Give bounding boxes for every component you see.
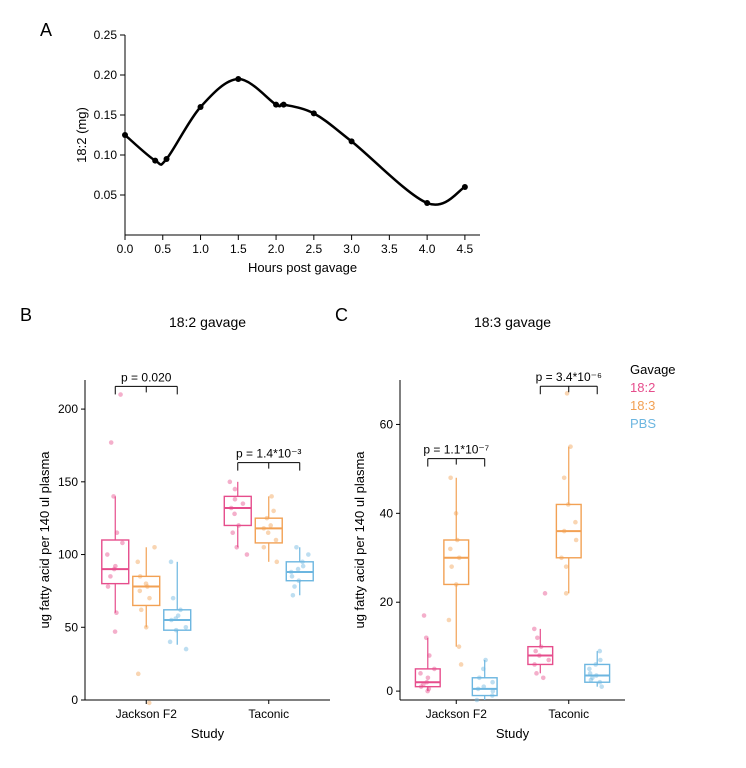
svg-text:ug fatty acid per 140 ul plasm: ug fatty acid per 140 ul plasma	[352, 451, 367, 629]
svg-text:50: 50	[65, 620, 79, 634]
svg-text:4.5: 4.5	[457, 242, 474, 256]
svg-text:18:2 gavage: 18:2 gavage	[169, 314, 246, 330]
svg-text:0.25: 0.25	[94, 28, 118, 42]
svg-text:p = 1.1*10⁻⁷: p = 1.1*10⁻⁷	[423, 443, 489, 457]
gavage-legend: Gavage 18:2 18:3 PBS	[630, 360, 730, 460]
svg-text:Taconic: Taconic	[548, 707, 589, 721]
panel-c-label: C	[335, 305, 348, 326]
svg-text:Study: Study	[496, 726, 530, 741]
svg-text:200: 200	[58, 402, 78, 416]
svg-text:Hours post gavage: Hours post gavage	[248, 260, 357, 275]
svg-text:Study: Study	[191, 726, 225, 741]
svg-text:3.5: 3.5	[381, 242, 398, 256]
svg-text:p = 1.4*10⁻³: p = 1.4*10⁻³	[236, 447, 301, 461]
panel-c-chart: 18:3 gavage 0 20 40 60 Jackson F2 p = 1.1*10⁻⁷…	[350, 310, 630, 750]
svg-text:3.0: 3.0	[343, 242, 360, 256]
panel-b-chart: 18:2 gavage 0 50 100 150 200 Jackson F2 p = 0.0…	[35, 310, 335, 750]
svg-text:Taconic: Taconic	[248, 707, 289, 721]
panel-a-chart: 0.05 0.10 0.15 0.20 0.25 0.0 0.5 1.0 1.5 2.0 2.5 3.…	[70, 20, 490, 280]
svg-text:18:2 (mg): 18:2 (mg)	[74, 107, 89, 163]
svg-text:4.0: 4.0	[419, 242, 436, 256]
svg-text:40: 40	[380, 506, 394, 520]
svg-text:2.0: 2.0	[268, 242, 285, 256]
svg-text:0.15: 0.15	[94, 108, 118, 122]
svg-text:0.05: 0.05	[94, 188, 118, 202]
panel-a-label: A	[40, 20, 52, 41]
svg-text:100: 100	[58, 548, 78, 562]
svg-text:1.0: 1.0	[192, 242, 209, 256]
svg-text:0.10: 0.10	[94, 148, 118, 162]
svg-text:0: 0	[386, 684, 393, 698]
svg-text:Jackson F2: Jackson F2	[116, 707, 178, 721]
figure-container: A 0.05 0.10 0.15 0.20 0.25 0.0 0.5 1.0 1.5 2.0 2.5…	[20, 20, 726, 748]
svg-text:18:3: 18:3	[630, 398, 655, 413]
svg-text:ug fatty acid per 140 ul plasm: ug fatty acid per 140 ul plasma	[37, 451, 52, 629]
svg-text:1.5: 1.5	[230, 242, 247, 256]
svg-text:0: 0	[71, 693, 78, 707]
svg-text:18:2: 18:2	[630, 380, 655, 395]
svg-text:0.0: 0.0	[117, 242, 134, 256]
svg-text:Gavage: Gavage	[630, 362, 676, 377]
svg-text:60: 60	[380, 417, 394, 431]
svg-text:p = 3.4*10⁻⁶: p = 3.4*10⁻⁶	[536, 370, 602, 384]
svg-text:p = 0.020: p = 0.020	[121, 370, 172, 384]
svg-text:0.20: 0.20	[94, 68, 118, 82]
svg-text:0.5: 0.5	[154, 242, 171, 256]
svg-text:2.5: 2.5	[305, 242, 322, 256]
svg-text:18:3 gavage: 18:3 gavage	[474, 314, 551, 330]
svg-text:Jackson F2: Jackson F2	[426, 707, 488, 721]
panel-b-label: B	[20, 305, 32, 326]
svg-text:20: 20	[380, 595, 394, 609]
svg-text:PBS: PBS	[630, 416, 656, 431]
svg-text:150: 150	[58, 475, 78, 489]
